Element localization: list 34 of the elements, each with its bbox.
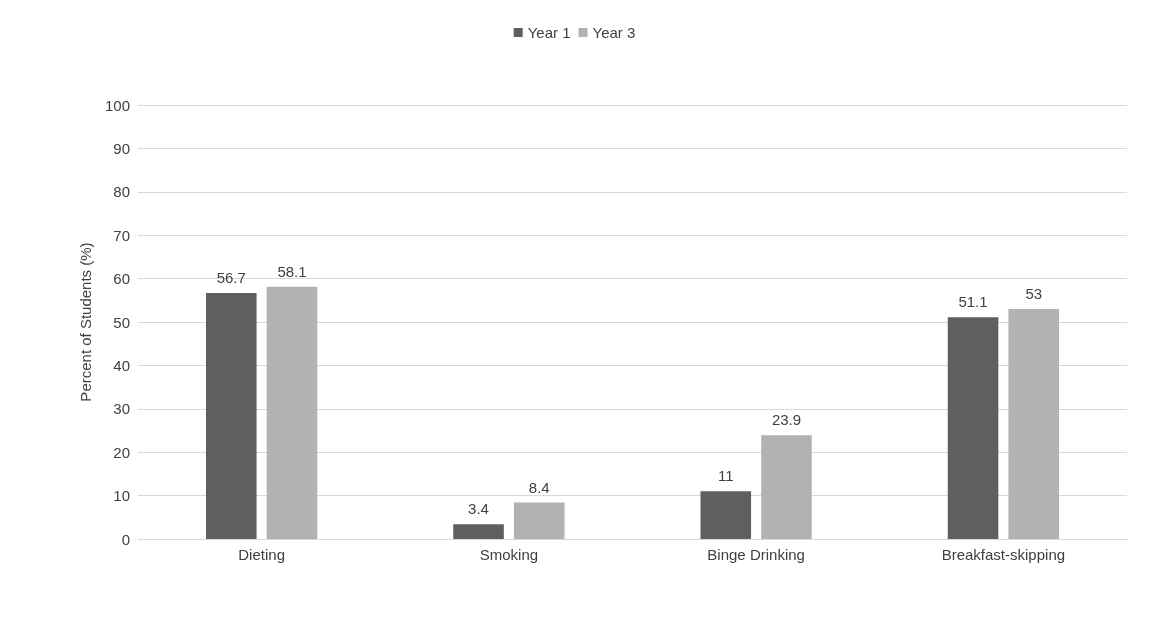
data-label: 56.7 (216, 268, 246, 286)
data-label: 3.4 (468, 500, 489, 518)
x-tick-label: Dieting (238, 546, 285, 563)
y-tick-label: 60 (113, 270, 130, 288)
data-label: 58.1 (277, 262, 307, 280)
x-tick-label: Smoking (479, 546, 539, 563)
data-label: 23.9 (771, 411, 802, 429)
y-tick-label: 70 (113, 226, 130, 244)
x-tick-label: Binge Drinking (707, 546, 805, 563)
bar (947, 317, 999, 539)
y-axis-title: Percent of Students (%) (77, 242, 94, 402)
bar (205, 292, 257, 539)
y-tick-label: 80 (113, 183, 130, 201)
y-tick-label: 90 (113, 139, 130, 157)
bar (513, 502, 565, 539)
y-tick-label: 20 (113, 443, 130, 461)
y-tick-label: 0 (121, 530, 130, 548)
y-tick-label: 50 (113, 313, 130, 331)
data-label: 8.4 (528, 478, 550, 496)
data-label: 51.1 (958, 293, 988, 311)
legend-label: Year 3 (592, 24, 636, 41)
y-tick-label: 30 (113, 400, 130, 418)
legend-label: Year 1 (527, 24, 571, 41)
data-label: 11 (717, 467, 734, 485)
data-label: 53 (1025, 284, 1043, 302)
x-tick-label: Breakfast-skipping (941, 546, 1066, 563)
y-tick-label: 10 (113, 487, 130, 505)
bar (700, 491, 752, 539)
y-tick-label: 40 (113, 356, 130, 374)
bar (761, 435, 812, 539)
bar (266, 286, 318, 539)
bar (453, 524, 504, 539)
bar (1008, 308, 1060, 539)
y-tick-label: 100 (104, 96, 130, 114)
